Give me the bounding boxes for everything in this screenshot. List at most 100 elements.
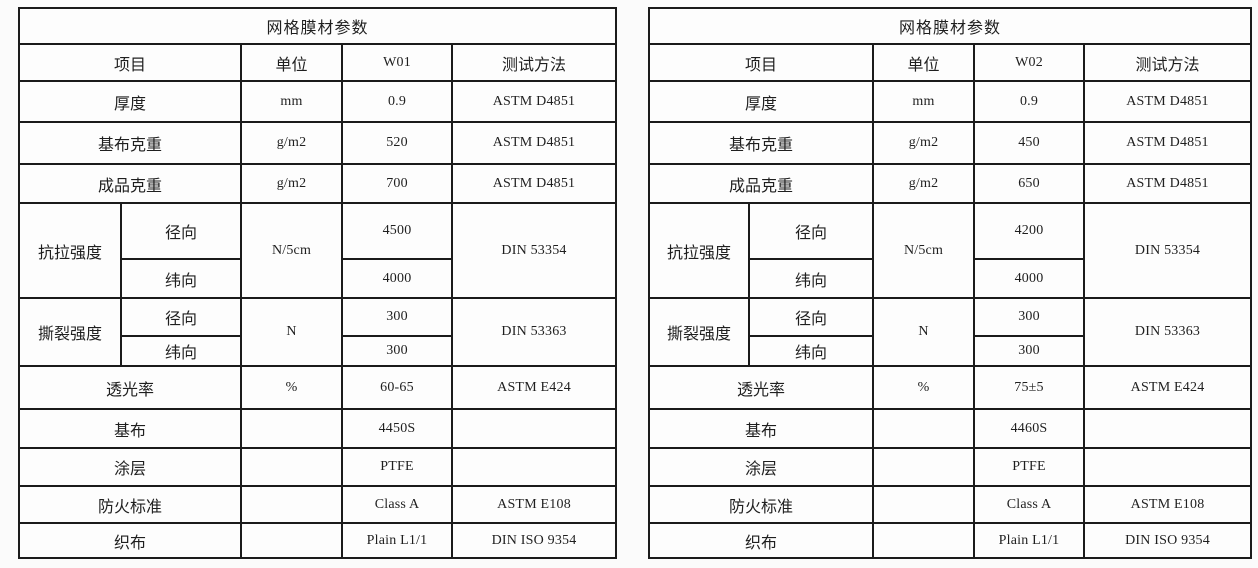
value-cell: 700 [341, 163, 453, 204]
item-cell: 防火标准 [648, 485, 874, 524]
value-cell: 0.9 [341, 80, 453, 123]
value-cell: PTFE [973, 447, 1085, 487]
method-cell: ASTM D4851 [1082, 163, 1253, 204]
table-row: 纬向 300 [649, 335, 1251, 367]
method-cell: ASTM E108 [1082, 485, 1253, 524]
item-cell: 厚度 [18, 80, 242, 123]
unit-cell: g/m2 [872, 163, 975, 204]
table-row: 涂层 PTFE [648, 447, 1253, 487]
item-cell: 防火标准 [18, 485, 242, 524]
unit-cell [240, 408, 343, 449]
header-model-cell: W01 [341, 43, 453, 82]
item-cell: 成品克重 [648, 163, 874, 204]
item-cell: 基布克重 [648, 121, 874, 165]
unit-cell: % [872, 365, 975, 410]
table-row: 透光率 % 60-65 ASTM E424 [18, 365, 618, 410]
item-group-cell: 抗拉强度 [18, 202, 122, 299]
method-cell: ASTM E108 [450, 485, 618, 524]
item-cell: 织布 [648, 522, 874, 559]
method-cell: DIN ISO 9354 [450, 522, 618, 559]
direction-cell: 纬向 [748, 335, 874, 367]
table-row: 防火标准 Class A ASTM E108 [648, 485, 1253, 524]
table-row: 纬向 4000 [19, 258, 616, 299]
item-group-cell: 撕裂强度 [648, 297, 750, 367]
unit-cell: g/m2 [872, 121, 975, 165]
direction-cell: 径向 [120, 202, 242, 260]
header-unit-cell: 单位 [872, 43, 975, 82]
value-cell: 75±5 [973, 365, 1085, 410]
table-row: 厚度 mm 0.9 ASTM D4851 [648, 80, 1253, 123]
unit-cell: N [240, 297, 343, 367]
table-row: 基布克重 g/m2 450 ASTM D4851 [648, 121, 1253, 165]
method-cell: ASTM E424 [1082, 365, 1253, 410]
table-title: 网格膜材参数 [647, 7, 1253, 45]
method-cell: ASTM D4851 [450, 80, 618, 123]
unit-cell: N/5cm [240, 202, 343, 299]
direction-cell: 径向 [120, 297, 242, 337]
value-cell: 4000 [973, 258, 1085, 299]
value-cell: 4200 [973, 202, 1085, 260]
item-cell: 基布 [648, 408, 874, 449]
unit-cell [872, 447, 975, 487]
table-row: 成品克重 g/m2 650 ASTM D4851 [648, 163, 1253, 204]
unit-cell [872, 485, 975, 524]
direction-cell: 纬向 [120, 258, 242, 299]
value-cell: 0.9 [973, 80, 1085, 123]
table-row: 织布 Plain L1/1 DIN ISO 9354 [648, 522, 1253, 559]
unit-cell: N [872, 297, 975, 367]
method-cell: ASTM D4851 [1082, 121, 1253, 165]
direction-cell: 径向 [748, 202, 874, 260]
method-cell: DIN 53354 [1082, 202, 1253, 299]
value-cell: 300 [973, 297, 1085, 337]
membrane-spec-table-w02: 网格膜材参数 项目 单位 W02 测试方法 厚度 mm 0.9 ASTM D48… [647, 7, 1253, 559]
method-cell: ASTM D4851 [1082, 80, 1253, 123]
unit-cell [240, 522, 343, 559]
item-cell: 透光率 [648, 365, 874, 410]
direction-cell: 径向 [748, 297, 874, 337]
value-cell: Plain L1/1 [341, 522, 453, 559]
unit-cell: % [240, 365, 343, 410]
item-cell: 成品克重 [18, 163, 242, 204]
method-cell: DIN 53354 [450, 202, 618, 299]
method-cell [1082, 408, 1253, 449]
header-item-cell: 项目 [18, 43, 242, 82]
header-item-cell: 项目 [648, 43, 874, 82]
unit-cell: N/5cm [872, 202, 975, 299]
table-row: 成品克重 g/m2 700 ASTM D4851 [18, 163, 618, 204]
method-cell: ASTM E424 [450, 365, 618, 410]
value-cell: 300 [341, 297, 453, 337]
table-row: 基布 4450S [18, 408, 618, 449]
value-cell: 300 [341, 335, 453, 367]
value-cell: 4500 [341, 202, 453, 260]
table-row: 纬向 4000 [649, 258, 1251, 299]
method-cell: DIN 53363 [450, 297, 618, 367]
item-group-cell: 撕裂强度 [18, 297, 122, 367]
header-method-cell: 测试方法 [1082, 43, 1253, 82]
method-cell [1082, 447, 1253, 487]
unit-cell [872, 522, 975, 559]
unit-cell: mm [240, 80, 343, 123]
unit-cell [872, 408, 975, 449]
table-row: 撕裂强度 径向 N 300 DIN 53363 [18, 297, 618, 367]
table-row: 纬向 300 [19, 335, 616, 367]
method-cell: DIN ISO 9354 [1082, 522, 1253, 559]
table-row: 涂层 PTFE [18, 447, 618, 487]
item-cell: 涂层 [18, 447, 242, 487]
table-row: 透光率 % 75±5 ASTM E424 [648, 365, 1253, 410]
unit-cell: mm [872, 80, 975, 123]
table-row: 基布克重 g/m2 520 ASTM D4851 [18, 121, 618, 165]
method-cell [450, 408, 618, 449]
value-cell: Plain L1/1 [973, 522, 1085, 559]
method-cell: ASTM D4851 [450, 121, 618, 165]
membrane-spec-table-w01: 网格膜材参数 项目 单位 W01 测试方法 厚度 mm 0.9 ASTM D48… [17, 7, 618, 559]
table-row: 基布 4460S [648, 408, 1253, 449]
unit-cell: g/m2 [240, 121, 343, 165]
item-group-cell: 抗拉强度 [648, 202, 750, 299]
value-cell: PTFE [341, 447, 453, 487]
item-cell: 厚度 [648, 80, 874, 123]
table-title: 网格膜材参数 [17, 7, 618, 45]
item-cell: 基布克重 [18, 121, 242, 165]
item-cell: 织布 [18, 522, 242, 559]
table-row: 抗拉强度 径向 N/5cm 4200 DIN 53354 [648, 202, 1253, 299]
